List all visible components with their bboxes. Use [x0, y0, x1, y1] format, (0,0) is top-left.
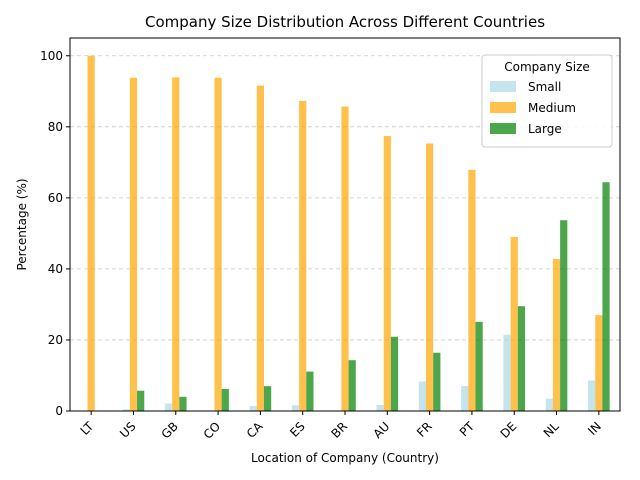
bar-large-de [517, 306, 526, 411]
bar-medium-gb [172, 77, 180, 411]
bar-large-br [348, 360, 356, 411]
legend-label-small: Small [528, 80, 561, 94]
x-tick-label: GB [159, 419, 181, 441]
bar-medium-in [595, 315, 603, 411]
x-axis-label: Location of Company (Country) [251, 451, 439, 465]
legend-swatch-small [490, 81, 516, 92]
legend-label-large: Large [528, 122, 562, 136]
x-tick-label: CA [244, 419, 266, 441]
bar-large-pt [475, 321, 483, 411]
bar-medium-br [341, 106, 349, 412]
bar-large-fr [433, 352, 441, 411]
bar-medium-fr [426, 143, 434, 411]
bar-small-es [291, 405, 300, 411]
bar-small-pt [461, 386, 469, 411]
bar-large-au [390, 336, 399, 411]
x-tick-label: ES [287, 419, 308, 440]
legend: Company Size Small Medium Large [481, 54, 613, 148]
x-tick-label: US [117, 419, 139, 441]
x-tick-label: CO [201, 419, 224, 442]
x-ticks: LT US GB CO CA ES BR AU FR PT DE NL IN [78, 411, 604, 442]
y-ticks: 0 20 40 60 80 100 [40, 49, 70, 418]
y-tick-label: 60 [48, 191, 63, 205]
x-tick-label: NL [541, 419, 562, 440]
bar-large-in [602, 182, 610, 411]
y-tick-label: 20 [48, 333, 63, 347]
bar-medium-au [383, 136, 391, 411]
bar-large-nl [560, 220, 568, 411]
x-tick-label: PT [457, 419, 478, 440]
x-tick-label: FR [414, 419, 435, 440]
bars-group [87, 55, 610, 412]
bar-medium-es [299, 100, 307, 412]
legend-label-medium: Medium [528, 101, 576, 115]
bar-small-de [503, 334, 511, 411]
bar-small-us [122, 409, 130, 411]
y-tick-label: 80 [48, 120, 63, 134]
bar-small-ca [249, 406, 257, 411]
x-tick-label: AU [371, 419, 393, 441]
bar-large-es [306, 371, 314, 411]
x-tick-label: BR [328, 419, 350, 441]
bar-large-ca [263, 386, 272, 411]
bar-medium-de [510, 236, 518, 411]
bar-medium-ca [256, 85, 264, 412]
bar-small-au [376, 404, 384, 411]
bar-small-fr [418, 381, 427, 411]
bar-small-gb [164, 403, 173, 411]
y-tick-label: 0 [55, 404, 63, 418]
x-tick-label: LT [78, 419, 97, 438]
bar-medium-co [214, 77, 222, 411]
chart-title: Company Size Distribution Across Differe… [145, 13, 545, 31]
y-tick-label: 40 [48, 262, 63, 276]
bar-medium-nl [552, 258, 561, 411]
bar-small-in [588, 380, 596, 411]
bar-medium-pt [468, 169, 476, 411]
legend-swatch-medium [490, 102, 516, 113]
bar-large-us [137, 390, 145, 411]
bar-medium-lt [87, 55, 95, 412]
bar-medium-us [129, 77, 138, 411]
x-tick-label: DE [498, 419, 520, 441]
bar-large-co [221, 388, 229, 411]
y-axis-label: Percentage (%) [15, 178, 29, 270]
x-tick-label: IN [585, 419, 604, 438]
bar-small-nl [545, 398, 553, 411]
bar-large-gb [179, 396, 187, 411]
y-tick-label: 100 [40, 49, 63, 63]
legend-swatch-large [490, 123, 516, 134]
legend-title: Company Size [504, 60, 590, 74]
